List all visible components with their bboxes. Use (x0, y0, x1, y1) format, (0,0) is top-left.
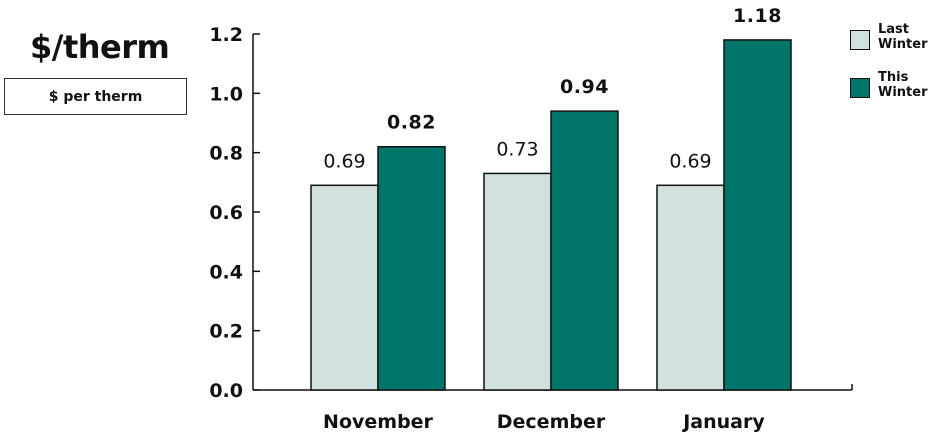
bar-this-winter-january (723, 39, 792, 391)
legend-label-last-winter: Last Winter (878, 22, 928, 52)
y-tick-label-6: 1.2 (209, 24, 243, 46)
data-label-this-winter-january: 1.18 (733, 5, 782, 27)
bar-last-winter-november (310, 184, 379, 391)
data-label-this-winter-november: 0.82 (387, 112, 436, 134)
y-tick-label-1: 0.2 (209, 321, 243, 343)
x-tick-label-november: November (323, 411, 434, 433)
legend-swatch-last-winter (850, 30, 870, 50)
y-tick-label-2: 0.4 (209, 261, 243, 283)
legend-label-this-winter: This Winter (878, 70, 928, 100)
legend: Last Winter This Winter (850, 22, 946, 118)
x-tick-label-january: January (681, 411, 765, 433)
bar-last-winter-december (483, 172, 552, 391)
legend-swatch-this-winter (850, 78, 870, 98)
data-label-last-winter-december: 0.73 (496, 138, 538, 160)
data-label-last-winter-november: 0.69 (323, 150, 365, 172)
chart-unit-title: $/therm (30, 28, 170, 66)
data-label-last-winter-january: 0.69 (669, 150, 711, 172)
y-tick-label-3: 0.6 (209, 202, 243, 224)
y-tick-label-4: 0.8 (209, 143, 243, 165)
x-tick-label-december: December (497, 411, 606, 433)
bar-last-winter-january (656, 184, 725, 391)
bar-this-winter-november (377, 145, 446, 391)
bar-this-winter-december (550, 110, 619, 391)
data-label-this-winter-december: 0.94 (560, 76, 609, 98)
y-tick-label-0: 0.0 (209, 380, 243, 402)
y-tick-label-5: 1.0 (209, 83, 243, 105)
legend-item-this-winter: This Winter (850, 70, 946, 104)
unit-description-box: $ per therm (4, 78, 187, 115)
legend-item-last-winter: Last Winter (850, 22, 946, 56)
